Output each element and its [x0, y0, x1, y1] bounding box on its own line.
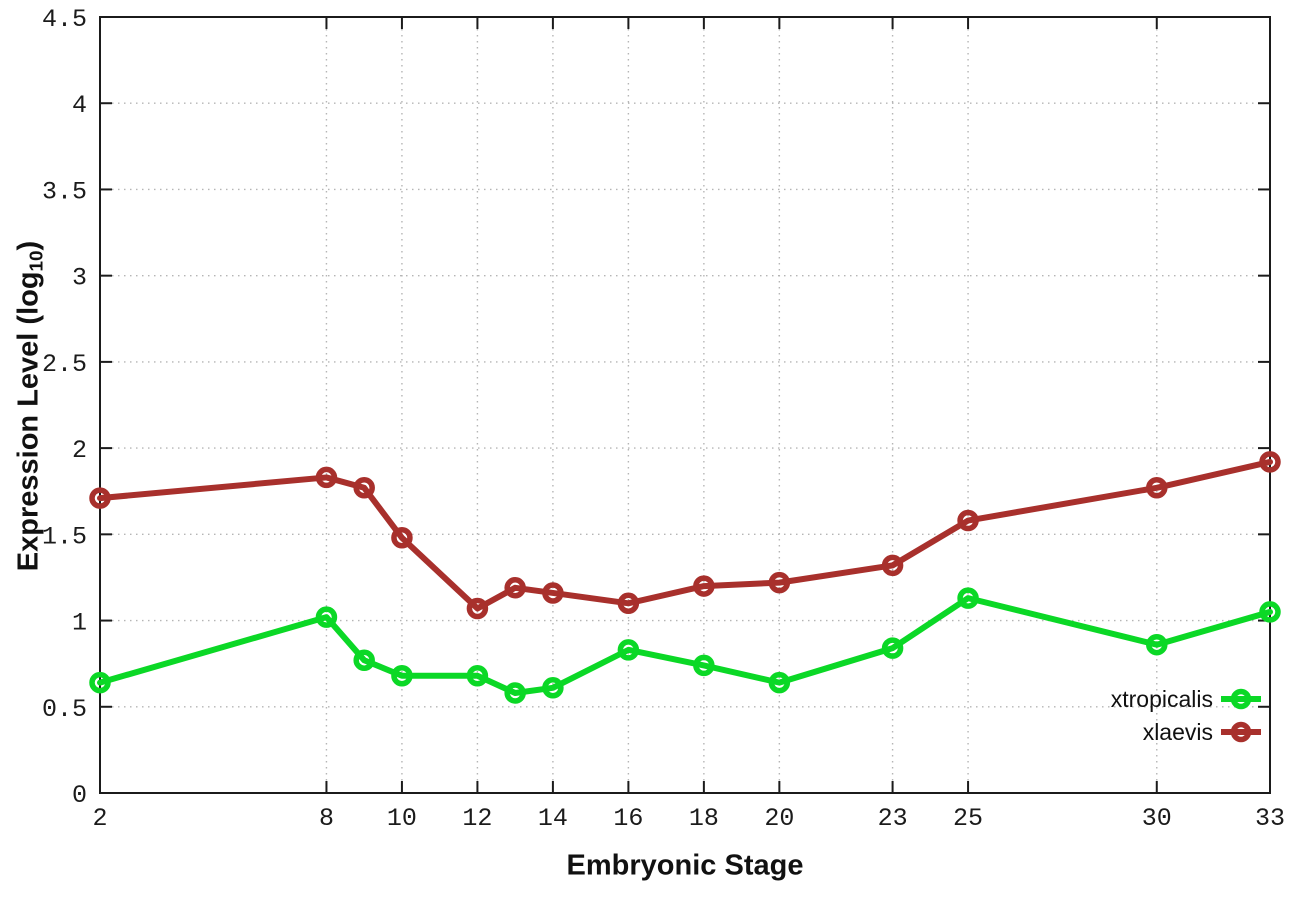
x-tick-label: 25 [953, 804, 983, 833]
y-tick-label: 1.5 [42, 522, 87, 551]
data-point-xlaevis [315, 466, 338, 489]
y-tick-label: 4.5 [42, 5, 87, 34]
data-point-xtropicalis [315, 606, 338, 628]
series-line-xlaevis [97, 458, 1273, 612]
data-point-xlaevis [881, 554, 904, 577]
x-tick-label: 12 [462, 804, 492, 833]
x-tick-label: 2 [92, 804, 107, 833]
legend-marker-xlaevis [1230, 721, 1252, 743]
data-point-xtropicalis [542, 677, 564, 699]
data-point-xtropicalis [89, 671, 111, 694]
legend-label-xlaevis: xlaevis [1143, 719, 1213, 745]
data-point-xtropicalis [768, 671, 791, 694]
data-point-xlaevis [353, 477, 375, 499]
x-tick-label: 18 [689, 804, 719, 833]
data-point-xlaevis [466, 597, 489, 620]
data-point-xlaevis [957, 509, 979, 532]
y-axis-title-main: Expression Level (log [12, 271, 45, 572]
y-tick-label: 1 [72, 609, 87, 638]
x-tick-label: 20 [764, 804, 794, 833]
data-point-xlaevis [391, 527, 413, 549]
data-point-xtropicalis [1259, 601, 1281, 623]
data-point-xlaevis [504, 577, 526, 599]
y-tick-label: 4 [72, 91, 87, 120]
x-tick-label: 14 [538, 804, 568, 833]
data-point-xtropicalis [617, 639, 640, 661]
x-tick-label: 10 [387, 804, 417, 833]
data-point-xlaevis [768, 571, 791, 594]
x-axis-title: Embryonic Stage [566, 849, 804, 882]
x-tick-label: 30 [1142, 804, 1172, 833]
data-point-xlaevis [542, 582, 564, 604]
y-tick-label: 3 [72, 264, 87, 293]
y-tick-label: 2 [72, 436, 87, 465]
data-point-xtropicalis [353, 649, 375, 671]
x-tick-label: 23 [878, 804, 908, 833]
data-point-xtropicalis [1146, 633, 1168, 656]
data-point-xtropicalis [693, 654, 715, 677]
data-point-xlaevis [89, 487, 111, 509]
data-point-xlaevis [1259, 451, 1281, 473]
data-point-xtropicalis [957, 587, 979, 609]
x-tick-label: 33 [1255, 804, 1285, 833]
y-tick-label: 2.5 [42, 350, 87, 379]
y-axis-title-end: ) [12, 240, 45, 251]
y-tick-label: 0.5 [42, 695, 87, 724]
y-axis-title: Expression Level (log10) [13, 241, 48, 571]
legend-marker-xtropicalis [1230, 688, 1252, 710]
x-tick-label: 16 [613, 804, 643, 833]
y-tick-label: 0 [72, 781, 87, 810]
legend-label-xtropicalis: xtropicalis [1111, 686, 1213, 712]
data-point-xlaevis [693, 575, 715, 597]
series-line-xtropicalis [97, 595, 1273, 696]
data-point-xlaevis [1146, 477, 1168, 499]
x-tick-label: 8 [319, 804, 334, 833]
data-point-xlaevis [617, 592, 640, 615]
data-point-xtropicalis [391, 664, 413, 687]
y-tick-label: 3.5 [42, 177, 87, 206]
data-point-xtropicalis [504, 682, 526, 704]
data-point-xtropicalis [466, 664, 489, 687]
plot-border [99, 16, 1271, 794]
y-axis-title-subscript: 10 [25, 250, 47, 272]
data-point-xtropicalis [881, 637, 904, 659]
